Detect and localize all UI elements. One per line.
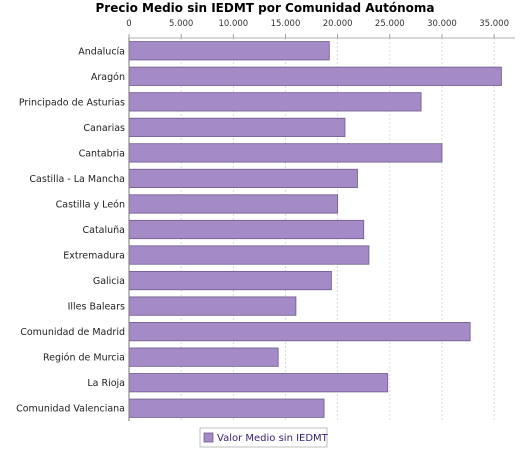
bar (128, 143, 443, 163)
category-label: Comunidad de Madrid (20, 327, 125, 338)
category-label: Región de Murcia (43, 353, 125, 364)
bar (128, 373, 389, 393)
x-tick-label: 0 (126, 19, 131, 29)
category-label: Cantabria (79, 148, 125, 159)
bar (128, 41, 330, 61)
axes (128, 37, 515, 421)
category-label: La Rioja (87, 378, 125, 389)
category-label: Aragón (91, 72, 125, 83)
bar (128, 245, 370, 265)
bar (128, 92, 422, 112)
legend-box (199, 427, 328, 448)
category-label: Illes Balears (68, 302, 125, 313)
bar (128, 219, 365, 240)
legend-label: Valor Medio sin IEDMT (217, 433, 329, 444)
bar (128, 398, 325, 418)
x-axis-ticks: 0 5.000 10.000 15.000 20.000 25.000 30.000 35.0… (126, 19, 509, 38)
category-label: Cataluña (82, 225, 125, 236)
category-label: Castilla y León (56, 199, 125, 210)
legend: Valor Medio sin IEDMT (199, 427, 329, 448)
x-tick-label: 20.000 (323, 19, 353, 29)
bars (128, 41, 502, 418)
category-label: Castilla - La Mancha (29, 174, 125, 185)
x-tick-label: 10.000 (218, 19, 248, 29)
x-tick-label: 15.000 (271, 19, 301, 29)
category-label: Extremadura (63, 251, 125, 262)
legend-swatch (203, 432, 214, 443)
bar (128, 270, 332, 291)
category-label: Principado de Asturias (19, 97, 125, 108)
category-label: Comunidad Valenciana (16, 404, 125, 415)
bar (128, 168, 358, 189)
category-label: Canarias (83, 123, 125, 134)
x-tick-label: 5.000 (169, 19, 193, 29)
bar (128, 117, 346, 137)
x-tick-label: 25.000 (375, 19, 405, 29)
bar (128, 66, 502, 86)
bar (128, 347, 279, 367)
x-tick-label: 35.000 (479, 19, 509, 29)
category-label: Galicia (93, 276, 125, 287)
bar (128, 194, 339, 214)
category-label: Andalucía (78, 46, 125, 57)
x-tick-label: 30.000 (427, 19, 457, 29)
category-labels: Andalucía Aragón Principado de Asturias Can… (16, 46, 125, 414)
bar (128, 322, 471, 342)
chart-title: Precio Medio sin IEDMT por Comunidad Aut… (96, 1, 435, 15)
bar (128, 296, 297, 316)
